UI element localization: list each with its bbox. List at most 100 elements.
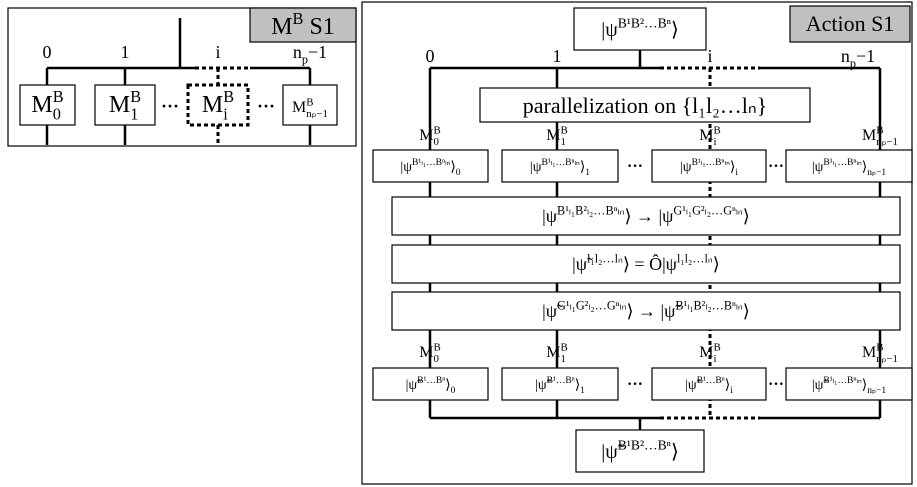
panel-title: Action S1	[806, 11, 895, 36]
branch-label: i	[215, 42, 220, 62]
block-state: |ψB¹ₗ₁…Bⁿₗₙ⟩0	[400, 158, 460, 178]
branch-label: 1	[121, 42, 130, 62]
math-part: 0	[426, 46, 435, 66]
block-state: |ψB¹ₗ₁…Bⁿₗₙ⟩nₚ−1	[812, 158, 887, 178]
math-part: M	[419, 344, 433, 361]
math-part: B	[306, 96, 313, 108]
math-part: i	[223, 105, 228, 124]
math-part: B¹…Bⁿ	[697, 376, 725, 386]
math-part: |ψ	[542, 206, 558, 226]
math-part: 1	[585, 168, 590, 178]
math-part: n	[841, 46, 850, 66]
math-part: B	[223, 87, 234, 106]
math-part: B¹ₗ₁…Bⁿₗₙ	[823, 376, 862, 386]
block-box	[651, 149, 767, 183]
math-part: B	[53, 87, 64, 106]
math-part: i	[707, 46, 712, 66]
math-part: M	[546, 344, 560, 361]
math-part: ⟩	[862, 378, 867, 393]
block-box	[651, 367, 767, 401]
operation-box	[391, 291, 901, 331]
ellipsis: ···	[768, 376, 784, 393]
math-part: B¹B²…Bⁿ	[618, 16, 672, 31]
math-part: |ψ	[680, 160, 692, 175]
node-label: MB 1	[546, 341, 568, 365]
math-part: G¹ₗ₁G²ₗ₂…Gⁿₗₙ	[557, 298, 627, 312]
math-part: 1	[553, 46, 562, 66]
math-part: Action S1	[806, 11, 895, 36]
math-part: |ψ	[812, 160, 824, 175]
math-part: M	[862, 127, 876, 144]
math-part: B¹…Bⁿ	[417, 376, 445, 386]
math-part: ⟩	[580, 160, 585, 175]
math-part: M	[862, 344, 876, 361]
operation-box	[391, 196, 901, 236]
math-part: B	[433, 124, 440, 136]
math-part: ⟩	[713, 254, 720, 274]
math-part: l₁l₂…lₙ	[677, 251, 713, 265]
math-part: M	[109, 92, 130, 118]
branch-label: 0	[43, 42, 52, 62]
parallel-box	[479, 87, 811, 123]
math-part: ⟩	[743, 301, 750, 321]
math-part: n	[293, 42, 302, 62]
math-part: ⟩ = Ô|ψ	[623, 253, 678, 274]
math-part: ⟩	[730, 160, 735, 175]
math-part: ⟩ → |ψ	[624, 206, 674, 226]
title-box	[789, 5, 911, 43]
ellipsis: ···	[257, 96, 275, 116]
branch-label: i	[707, 46, 712, 66]
node-label: MB 0	[419, 124, 441, 148]
state-label: |ψB¹B²…Bⁿ⟩	[601, 16, 679, 41]
branch-label: 1	[553, 46, 562, 66]
math-part: 0	[433, 353, 439, 365]
title-box	[249, 7, 357, 43]
panel-title: MB S1	[271, 9, 335, 40]
math-part: −1	[856, 46, 875, 66]
math-part: M	[699, 127, 713, 144]
math-part: p	[302, 52, 308, 66]
ellipsis: ···	[161, 96, 179, 116]
math-part: M	[419, 127, 433, 144]
node-label: MB 0	[419, 341, 441, 365]
math-part: i	[730, 386, 733, 396]
math-part: B	[433, 341, 440, 353]
node-label: MB nₚ−1	[862, 341, 898, 365]
math-part: ⟩	[743, 206, 750, 226]
math-part: ⟩	[445, 378, 450, 393]
math-part: parallelization on {l₁l₂…lₙ}	[523, 93, 767, 118]
panel	[361, 1, 913, 485]
node-label: MB nₚ−1	[292, 96, 328, 120]
math-part: ⟩	[671, 441, 679, 463]
operation-label: |ψB¹ₗ₁B²ₗ₂…Bⁿₗₙ⟩ → |ψG¹ₗ₁G²ₗ₂…Gⁿₗₙ⟩	[542, 203, 750, 226]
math-part: |ψ	[601, 19, 618, 41]
math-part: M	[546, 127, 560, 144]
math-part: |ψ	[530, 160, 542, 175]
block-box	[501, 367, 619, 401]
math-part: 0	[43, 42, 52, 62]
math-part: B	[713, 341, 720, 353]
block-box	[372, 367, 489, 401]
math-part: M	[292, 99, 306, 116]
math-part: i	[713, 136, 716, 148]
math-part: nₚ−1	[876, 136, 898, 148]
math-part: B¹ₗ₁B²ₗ₂…Bⁿₗₙ	[675, 298, 743, 312]
branch-label: np−1	[293, 42, 327, 66]
block-state: |ψB¹ₗ₁…Bⁿₗₙ⟩1	[530, 158, 590, 178]
math-part: 0	[53, 105, 61, 124]
math-part: B¹ₗ₁B²ₗ₂…Bⁿₗₙ	[557, 203, 625, 217]
node-label: MB 1	[546, 124, 568, 148]
math-part: 0	[433, 136, 439, 148]
operation-label: |ψ̃l₁l₂…lₙ⟩ = Ô|ψl₁l₂…lₙ⟩	[572, 251, 720, 274]
math-part: B	[560, 341, 567, 353]
block-box	[785, 367, 913, 401]
math-part: B	[130, 87, 141, 106]
node-label: MB 0	[31, 87, 63, 124]
block-box	[372, 149, 489, 183]
state-box	[575, 429, 705, 473]
state-box	[573, 7, 707, 51]
block-state: |ψB¹ₗ₁…Bⁿₗₙ⟩i	[680, 158, 738, 178]
math-part: B	[293, 9, 304, 28]
math-part: 1	[580, 386, 585, 396]
